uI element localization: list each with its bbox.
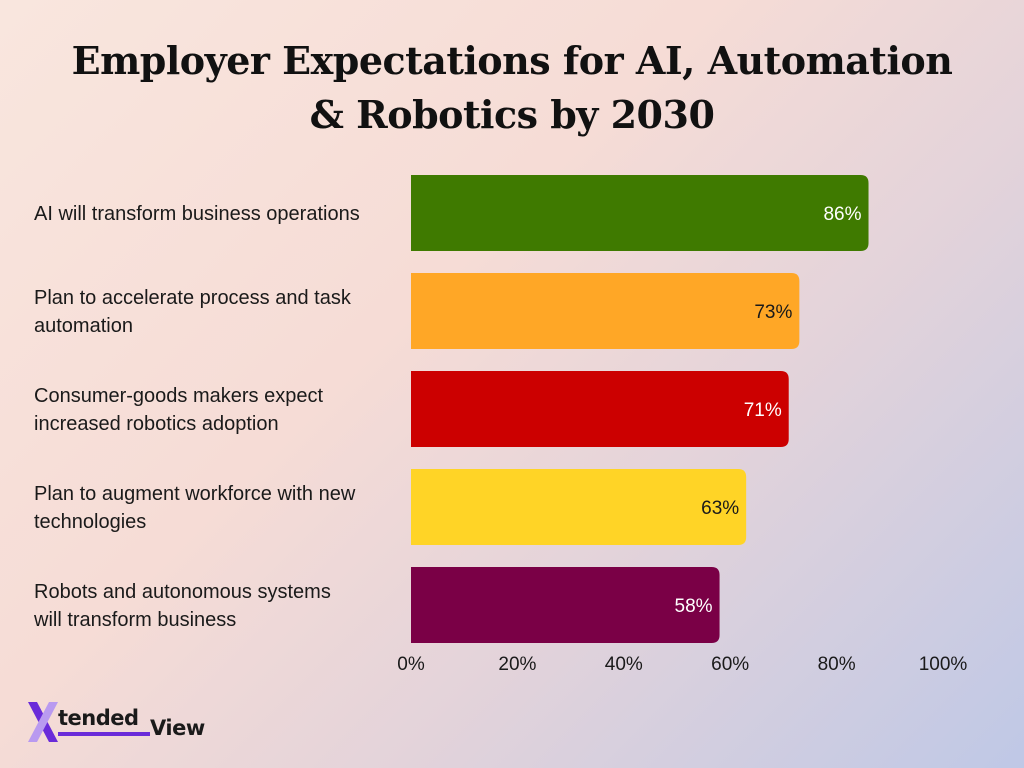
logo-word-tended: tended xyxy=(58,706,139,730)
bar-value-label-5: 58% xyxy=(675,596,713,617)
chart-title-line-2: & Robotics by 2030 xyxy=(309,92,715,137)
chart-title-line-1: Employer Expectations for AI, Automation xyxy=(71,38,953,83)
bar-value-label-4: 63% xyxy=(701,498,739,519)
bar-3 xyxy=(411,371,789,447)
logo-word-view: View xyxy=(150,716,205,740)
category-label-2: Plan to accelerate process and task autom… xyxy=(34,287,352,337)
x-tick-label-20: 20% xyxy=(498,654,536,675)
category-label-3: Consumer-goods makers expect increased ro… xyxy=(34,385,323,435)
bar-5 xyxy=(411,567,720,643)
logo-underline xyxy=(58,732,150,736)
x-tick-label-40: 40% xyxy=(605,654,643,675)
bar-2 xyxy=(411,273,800,349)
bar-value-label-3: 71% xyxy=(744,400,782,421)
logo-x-icon xyxy=(28,702,58,742)
category-label-4: Plan to augment workforce with new techno… xyxy=(34,483,356,533)
category-label-5: Robots and autonomous systems will transf… xyxy=(33,581,331,631)
brand-logo: tended View xyxy=(28,702,218,744)
bar-value-label-1: 86% xyxy=(823,204,861,225)
x-tick-label-0: 0% xyxy=(397,654,425,675)
bar-1 xyxy=(411,175,869,251)
x-tick-label-80: 80% xyxy=(818,654,856,675)
bar-4 xyxy=(411,469,747,545)
category-label-1: AI will transform business operations xyxy=(34,203,360,225)
x-tick-label-60: 60% xyxy=(711,654,749,675)
bar-value-label-2: 73% xyxy=(754,302,792,323)
x-tick-label-100: 100% xyxy=(919,654,968,675)
chart-title: Employer Expectations for AI, Automation… xyxy=(0,34,1024,142)
